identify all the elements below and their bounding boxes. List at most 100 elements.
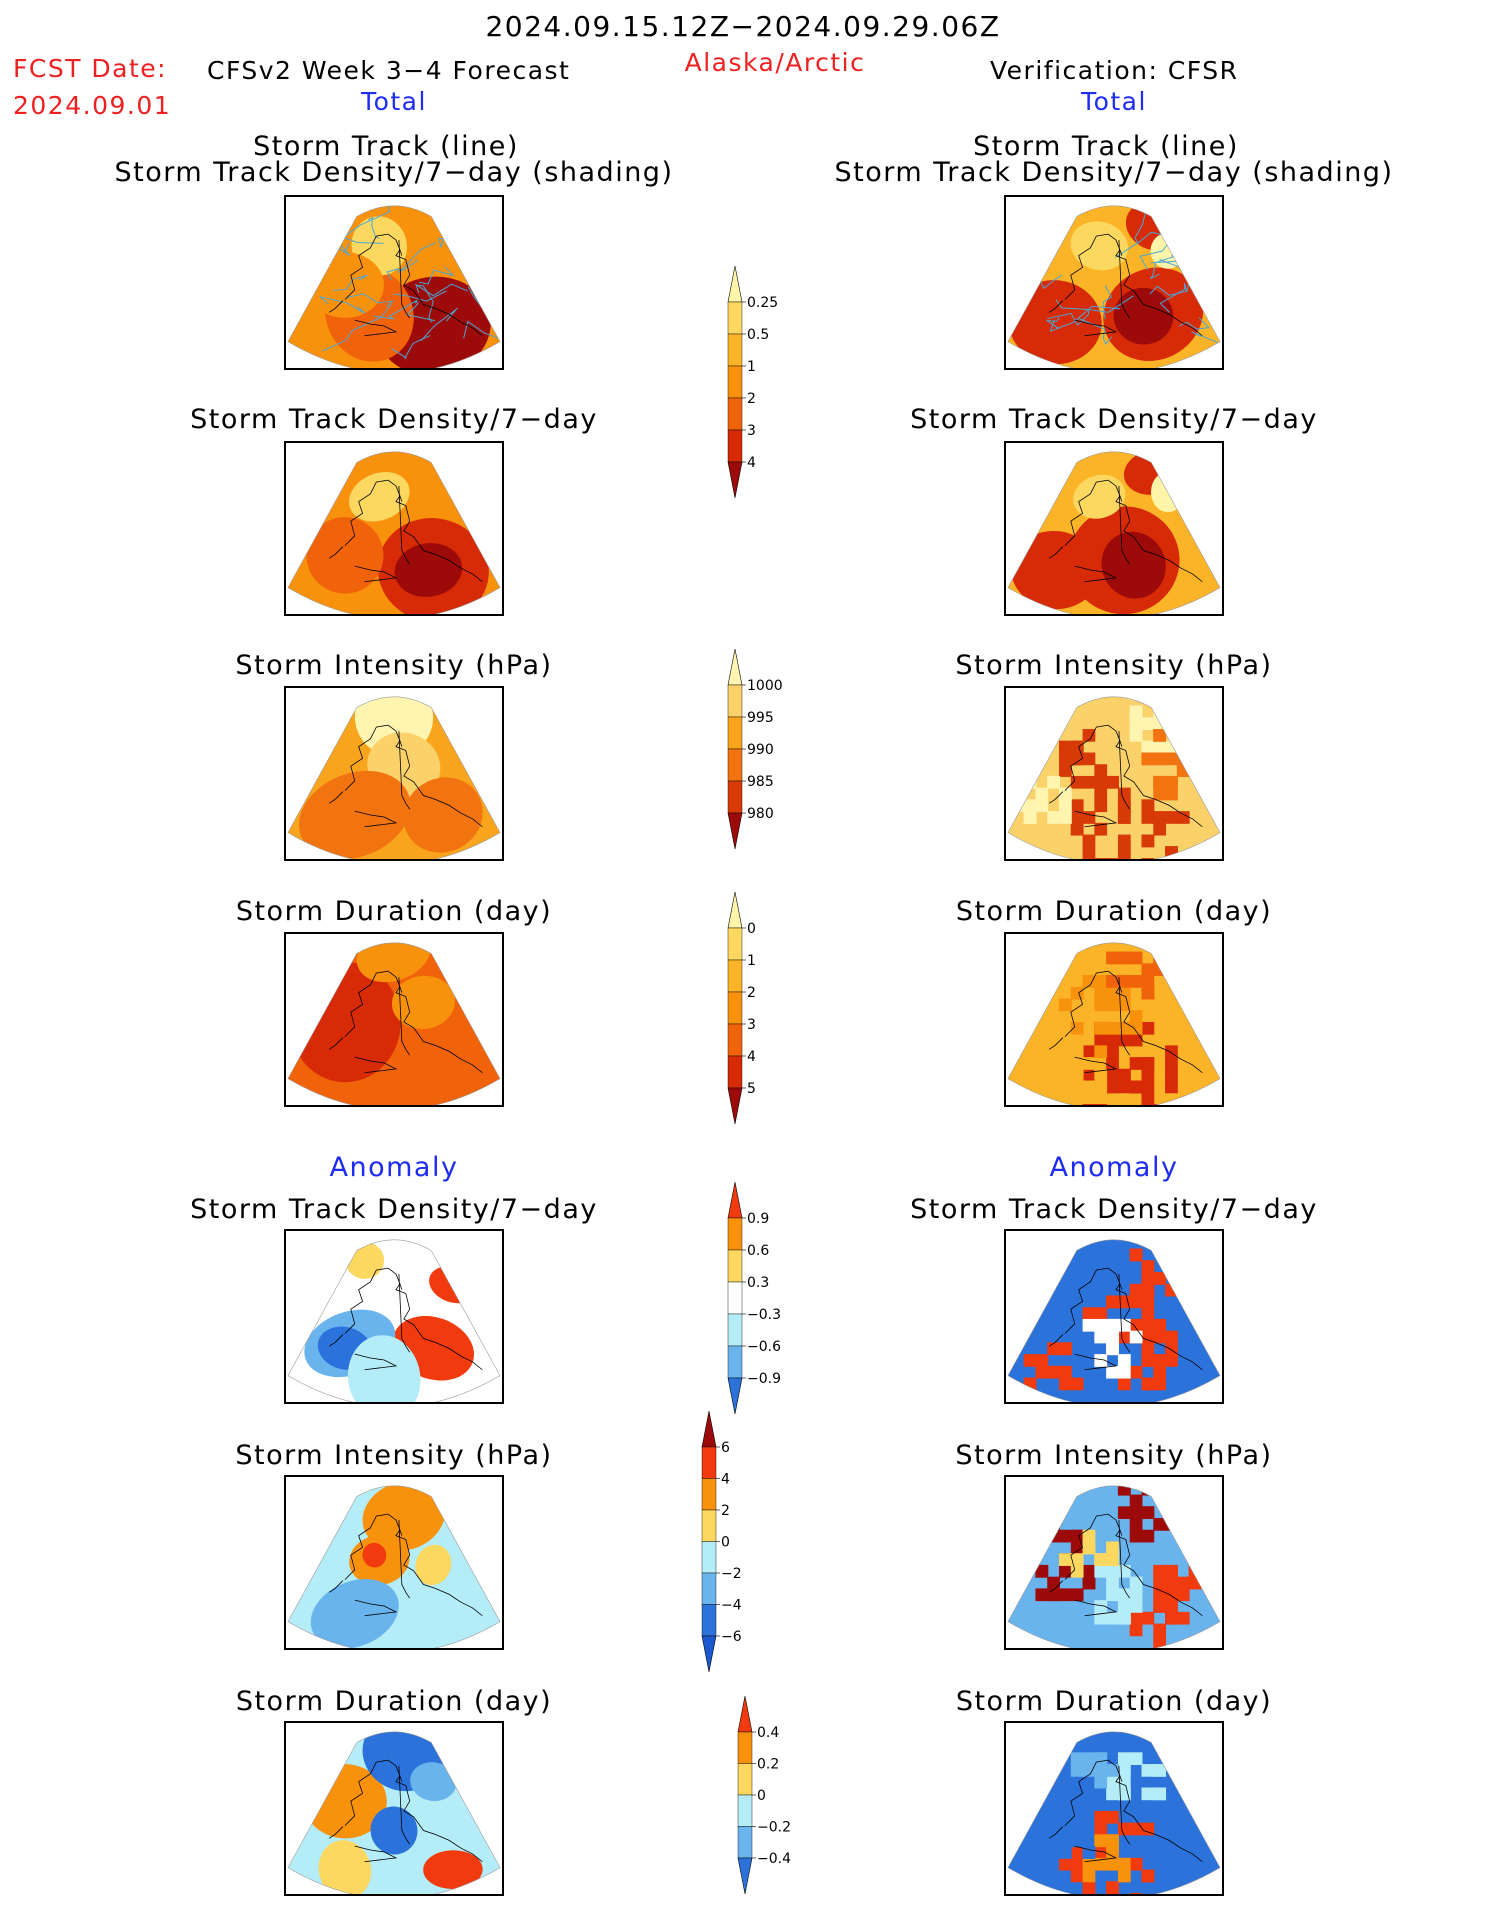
title-left-density-anom: Storm Track Density/7−day xyxy=(190,1194,598,1225)
map-shading xyxy=(287,205,501,368)
colorbar-label: 5 xyxy=(747,1081,756,1097)
colorbar-segment xyxy=(737,1826,753,1859)
map-svg xyxy=(287,1239,501,1402)
field-cell xyxy=(1059,1529,1072,1543)
colorbar-label: 4 xyxy=(747,455,756,471)
field-cell xyxy=(1106,951,1119,965)
field-cell xyxy=(1165,1518,1178,1531)
field-cell xyxy=(1023,1377,1037,1391)
field-cell xyxy=(1047,1518,1060,1531)
field-cell xyxy=(1082,1564,1096,1578)
field-cell xyxy=(1129,951,1143,965)
title-right-density-anom: Storm Track Density/7−day xyxy=(910,1194,1318,1225)
field-cell xyxy=(1129,1576,1143,1590)
field-cell xyxy=(1129,975,1143,988)
colorbar-label: 0 xyxy=(747,921,756,937)
map-cfsr-intensity-anom xyxy=(1004,1475,1224,1650)
field-cell xyxy=(1141,1485,1155,1496)
total-label-left: Total xyxy=(361,87,427,116)
field-cell xyxy=(1117,1365,1131,1379)
field-cell xyxy=(1106,1553,1119,1566)
colorbar-segment xyxy=(727,748,743,782)
field-cell xyxy=(1129,1330,1143,1344)
field-cell xyxy=(1153,1564,1167,1578)
map-svg xyxy=(1007,1731,1221,1894)
storm-track-line xyxy=(322,303,392,352)
field-cell xyxy=(1141,1307,1155,1320)
map-fcst-duration xyxy=(284,932,504,1107)
colorbar-segment xyxy=(727,1249,743,1283)
field-cell xyxy=(1082,1857,1096,1871)
field-cell xyxy=(1129,1033,1143,1047)
colorbar-end-top xyxy=(727,891,743,929)
field-cell xyxy=(1059,1857,1072,1871)
field-cell xyxy=(1141,717,1155,731)
field-cell xyxy=(1141,1787,1155,1801)
map-boundary xyxy=(1007,1239,1221,1402)
field-cell xyxy=(1082,1529,1096,1543)
field-cell xyxy=(1141,811,1155,824)
field-contour xyxy=(415,1544,452,1586)
field-cell xyxy=(1117,1330,1131,1344)
colorbar-segment xyxy=(727,301,743,335)
field-cell xyxy=(1117,1068,1131,1082)
anomaly-label-left: Anomaly xyxy=(329,1152,459,1183)
field-contour xyxy=(318,1840,372,1894)
coastline xyxy=(328,233,483,337)
field-background xyxy=(1007,696,1221,859)
field-cell xyxy=(1082,1846,1096,1859)
field-cell xyxy=(1106,1764,1119,1777)
field-contour xyxy=(299,770,411,859)
field-cell xyxy=(1165,1506,1178,1520)
field-cell xyxy=(1094,1045,1108,1059)
field-cell xyxy=(1011,1541,1025,1555)
field-cell xyxy=(1094,775,1108,789)
map-boundary xyxy=(1007,1485,1221,1648)
field-cell xyxy=(1153,822,1167,836)
field-cell xyxy=(1011,787,1025,801)
field-cell xyxy=(1129,1822,1143,1836)
colorbar-label: 0.25 xyxy=(747,295,778,311)
field-cell xyxy=(1070,811,1084,824)
field-cell xyxy=(1165,1248,1178,1262)
field-cell xyxy=(1153,740,1167,754)
field-cell xyxy=(1059,799,1072,813)
colorbar-intensity: 1000 995 990 985 980 xyxy=(727,648,783,850)
field-cell xyxy=(1153,963,1167,977)
map-boundary xyxy=(1007,205,1221,368)
map-svg xyxy=(287,696,501,859)
map-svg xyxy=(287,451,501,614)
field-cell xyxy=(1106,1846,1119,1859)
map-shading xyxy=(1007,1485,1221,1648)
field-cell xyxy=(1153,1272,1167,1285)
field-cell xyxy=(1047,1576,1060,1590)
field-cell xyxy=(1153,729,1167,742)
field-cell xyxy=(1035,1068,1049,1082)
model-title: CFSv2 Week 3−4 Forecast xyxy=(207,56,571,85)
field-cell xyxy=(1117,1600,1131,1613)
field-contour xyxy=(310,1579,399,1648)
field-cell xyxy=(1141,1295,1155,1309)
field-cell xyxy=(1059,1033,1072,1047)
title-left-intensity: Storm Intensity (hPa) xyxy=(235,650,553,681)
field-cell xyxy=(1035,1365,1049,1379)
field-cell xyxy=(1070,1588,1084,1602)
map-shading xyxy=(287,1485,501,1648)
fcst-date-label: FCST Date: xyxy=(13,54,168,83)
field-cell xyxy=(1094,1764,1108,1777)
field-cell xyxy=(1129,1283,1143,1297)
field-cell xyxy=(1094,1810,1108,1824)
storm-track-line xyxy=(1078,318,1113,346)
colorbar-segment xyxy=(727,429,743,463)
colorbar-end-bottom xyxy=(727,1377,743,1415)
anomaly-label-right: Anomaly xyxy=(1049,1152,1179,1183)
colorbar-segment xyxy=(727,1055,743,1089)
field-cell xyxy=(1129,1529,1143,1543)
map-boundary xyxy=(287,696,501,859)
coastline xyxy=(1048,970,1203,1074)
field-cell xyxy=(1070,1377,1084,1391)
storm-track-line xyxy=(1171,242,1221,268)
title-right-duration-anom: Storm Duration (day) xyxy=(955,1686,1273,1717)
field-cell xyxy=(1106,1342,1119,1356)
storm-track-line xyxy=(418,266,455,285)
